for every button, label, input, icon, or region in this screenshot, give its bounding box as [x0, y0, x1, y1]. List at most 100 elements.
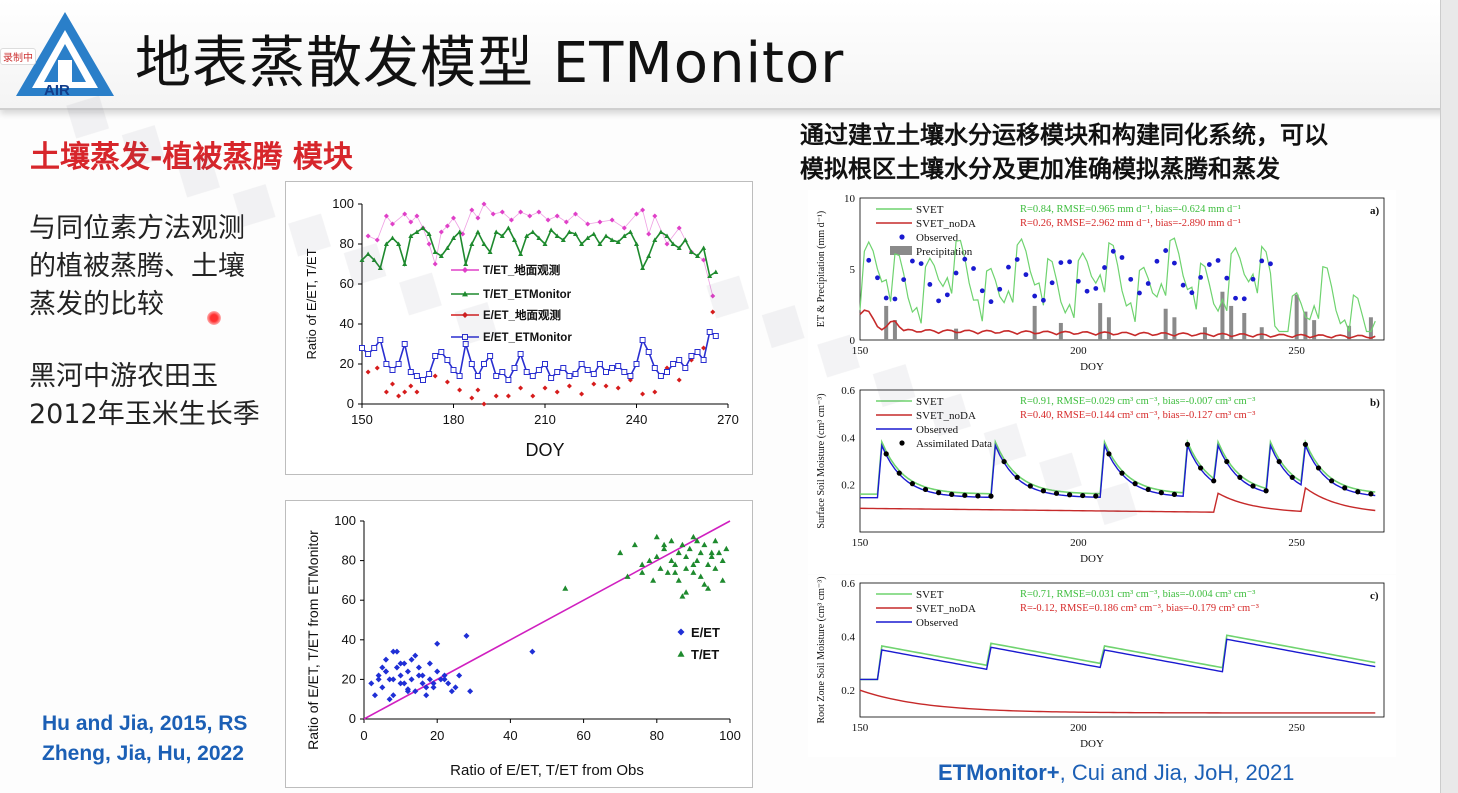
scatter-point-1: [712, 565, 719, 571]
assimilated-point: [1184, 441, 1191, 448]
data-point-2: [518, 385, 524, 391]
data-point-2: [603, 383, 609, 389]
data-point-1: [695, 253, 700, 258]
scatter-point-1: [690, 569, 697, 575]
data-point-0: [545, 217, 551, 223]
assimilated-point: [1171, 491, 1177, 497]
stats-text-1: R=0.40, RMSE=0.144 cm³ cm⁻³, bias=-0.127…: [1020, 410, 1255, 421]
data-point-1: [432, 249, 438, 254]
y-axis-label: Surface Soil Moisture (cm³ cm⁻³): [816, 393, 827, 528]
data-point-2: [579, 391, 585, 397]
assimilated-point: [922, 486, 929, 493]
data-point-1: [603, 233, 609, 238]
observed-point: [866, 257, 872, 263]
scatter-point-0: [426, 676, 433, 683]
data-point-0: [438, 229, 444, 235]
stats-text-0: R=0.84, RMSE=0.965 mm d⁻¹, bias=-0.624 m…: [1020, 204, 1241, 215]
data-point-3: [389, 367, 396, 373]
precip-bar: [1220, 291, 1225, 340]
scatter-point-0: [412, 652, 419, 659]
observed-point: [1075, 278, 1081, 284]
assimilated-point: [1263, 488, 1269, 494]
assimilated-point: [1250, 483, 1256, 489]
scatter-point-0: [463, 632, 470, 639]
legend-marker-0: [462, 267, 468, 273]
data-point-3: [493, 373, 500, 379]
data-point-0: [508, 217, 514, 223]
scatter-point-0: [397, 660, 404, 667]
x-axis-label: Ratio of E/ET, T/ET from Obs: [450, 762, 644, 779]
data-point-3: [462, 341, 469, 347]
data-point-2: [390, 381, 395, 387]
data-point-1: [621, 233, 627, 238]
data-point-0: [634, 211, 639, 217]
data-point-1: [512, 237, 517, 242]
scatter-point-0: [441, 676, 448, 683]
scatter-point-1: [690, 533, 697, 540]
observed-point: [936, 298, 941, 304]
data-point-1: [499, 233, 505, 238]
data-point-2: [383, 389, 389, 395]
y-tick-label: 60: [340, 276, 354, 291]
observed-point: [1119, 255, 1125, 260]
x-tick-label: 0: [360, 728, 367, 743]
page-title: 地表蒸散发模型 ETMonitor: [135, 31, 845, 96]
data-point-2: [396, 393, 402, 399]
scatter-point-0: [390, 676, 397, 683]
legend-marker-3: [462, 334, 468, 340]
chart-ratio-time-series-svg: 150 180 210 240 270 0 20 40 60 80 100 DOY Ratio of E…: [304, 196, 739, 460]
scatter-point-0: [456, 672, 463, 679]
scatter-point-0: [401, 680, 408, 687]
data-point-3: [664, 369, 670, 375]
assimilated-point: [988, 493, 994, 499]
y-tick-label: 40: [340, 316, 354, 331]
observed-point: [944, 292, 950, 298]
legend-label-0: SVET: [916, 204, 944, 216]
scatter-point-0: [397, 680, 404, 687]
data-point-0: [390, 221, 395, 227]
data-point-0: [444, 223, 450, 229]
data-point-3: [401, 341, 408, 347]
observed-point: [1154, 258, 1160, 264]
observed-point: [1084, 288, 1090, 294]
data-point-1: [420, 225, 426, 230]
assimilated-point: [1014, 474, 1020, 480]
scatter-point-0: [437, 676, 444, 683]
x-tick-label: 210: [534, 412, 556, 427]
data-point-3: [359, 345, 365, 351]
legend-marker-3: [899, 440, 905, 446]
data-point-1: [664, 233, 670, 238]
data-point-1: [451, 235, 456, 240]
scatter-point-1: [668, 557, 675, 563]
data-point-0: [365, 233, 371, 239]
assimilated-point: [1237, 474, 1243, 480]
observed-line: [860, 442, 1376, 499]
observed-point: [1041, 297, 1046, 303]
data-point-0: [536, 209, 542, 215]
y-tick-label: 0.4: [841, 432, 855, 444]
data-point-0: [408, 219, 414, 225]
data-point-1: [560, 237, 566, 242]
observed-point: [927, 282, 933, 287]
x-tick-label: 240: [626, 412, 648, 427]
data-point-1: [554, 233, 560, 238]
scatter-point-1: [701, 581, 708, 587]
assimilated-point: [1289, 474, 1295, 480]
scatter-point-1: [639, 561, 646, 567]
stats-text-0: R=0.71, RMSE=0.031 cm³ cm⁻³, bias=-0.004…: [1020, 589, 1255, 600]
scatter-point-0: [375, 676, 382, 683]
assimilated-point: [1093, 493, 1099, 499]
scatter-point-0: [379, 684, 386, 691]
right-description: 通过建立土壤水分运移模块和构建同化系统，可以 模拟根区土壤水分及更加准确模拟蒸腾…: [800, 118, 1328, 186]
panel-label: b): [1370, 397, 1380, 409]
data-point-0: [469, 207, 475, 213]
observed-point: [901, 277, 907, 283]
y-tick-label: 0.6: [841, 578, 855, 590]
x-axis-label: DOY: [1080, 553, 1104, 565]
scatter-point-0: [423, 692, 430, 699]
data-point-1: [542, 241, 548, 246]
data-point-1: [426, 231, 432, 236]
scatter-point-0: [423, 684, 430, 691]
data-point-0: [481, 201, 487, 207]
assimilated-point: [1145, 486, 1151, 493]
